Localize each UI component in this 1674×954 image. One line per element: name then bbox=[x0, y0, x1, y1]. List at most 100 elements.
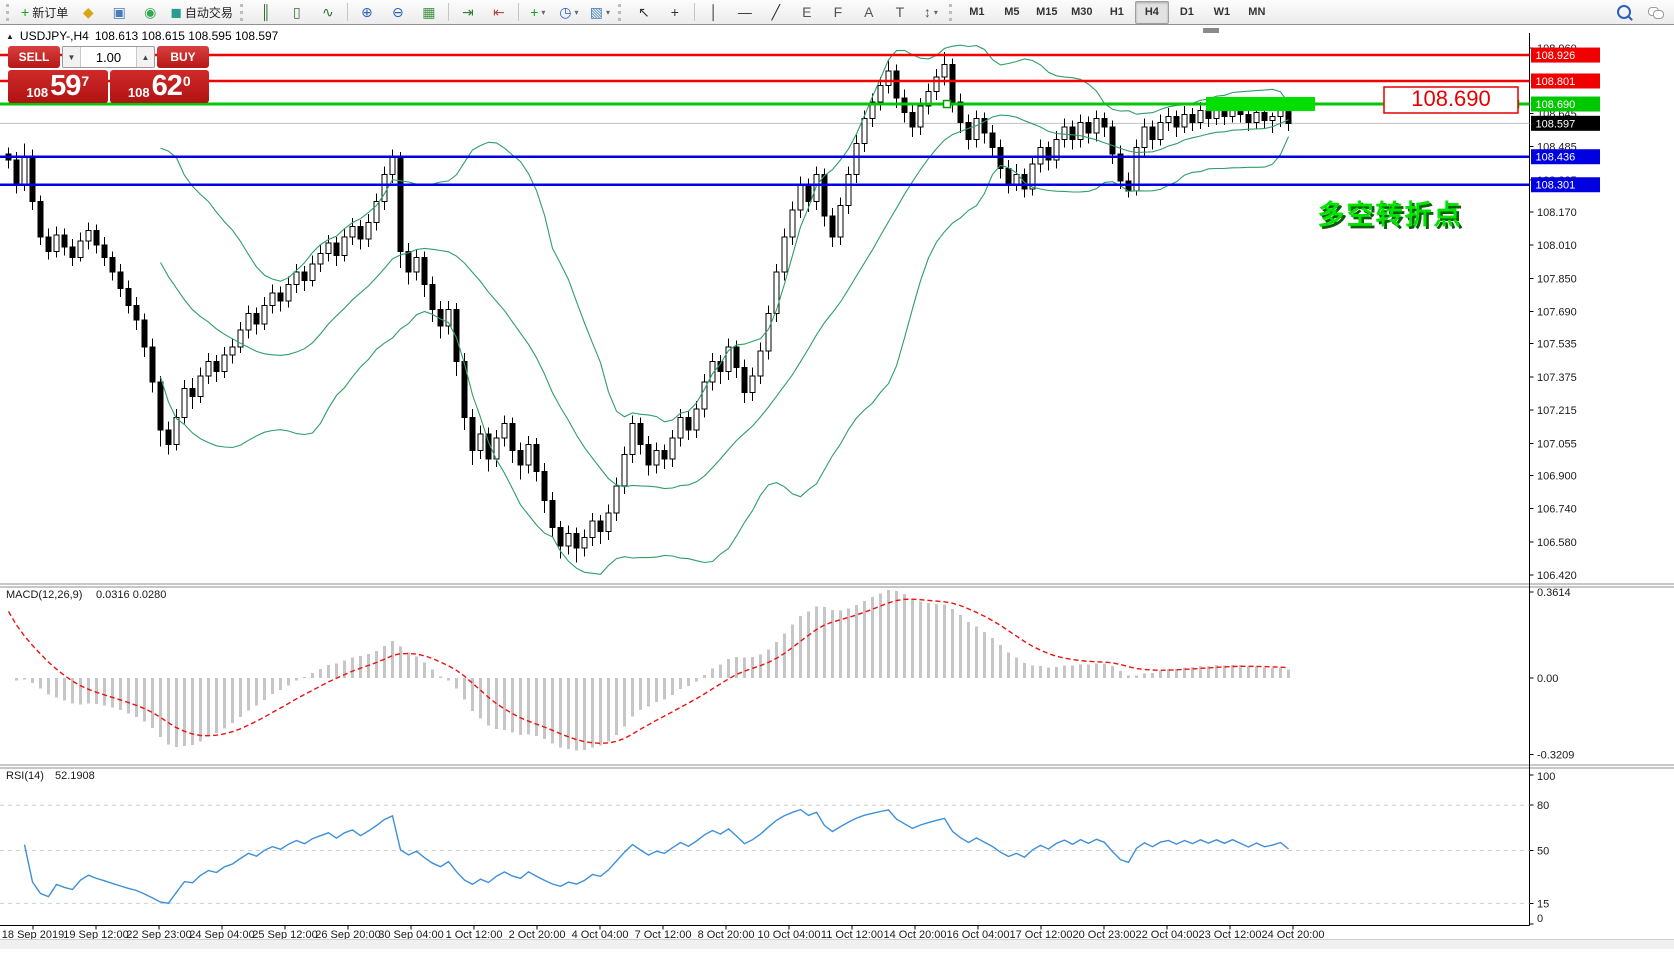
chart-window-icon: ◆ bbox=[82, 4, 94, 20]
buy-button[interactable]: BUY bbox=[157, 46, 209, 68]
candle bbox=[1141, 126, 1148, 149]
bollinger-middle bbox=[160, 114, 1289, 490]
cursor-icon: ↖ bbox=[637, 4, 650, 20]
timeframe-w1[interactable]: W1 bbox=[1213, 6, 1231, 18]
sell-button[interactable]: SELL bbox=[8, 46, 60, 68]
zoom-in-button[interactable]: ⊕ bbox=[352, 1, 382, 24]
candle bbox=[821, 174, 828, 217]
cursor-button[interactable]: ↖ bbox=[629, 1, 659, 24]
candle bbox=[581, 537, 588, 549]
collapse-triangle-icon[interactable]: ▲ bbox=[6, 31, 14, 41]
date-label: 23 Oct 12:00 bbox=[1199, 929, 1262, 941]
vertical-line-button[interactable]: │ bbox=[699, 1, 729, 24]
timeframe-h4[interactable]: H4 bbox=[1134, 0, 1169, 24]
candle bbox=[829, 215, 836, 238]
chat-button[interactable] bbox=[1640, 1, 1670, 24]
auto-scroll-button[interactable]: ⇥ bbox=[453, 1, 483, 24]
price-badges-layer: 108.926 108.801 108.690 108.436 108.301 108.5… bbox=[1531, 47, 1600, 193]
chart-title-bar: ▲ USDJPY-,H4 108.613 108.615 108.595 108… bbox=[6, 29, 278, 43]
candle bbox=[237, 329, 244, 348]
candle bbox=[757, 350, 764, 377]
chart-shift-button[interactable]: ⇤ bbox=[484, 1, 514, 24]
green-rectangle-object[interactable] bbox=[1206, 96, 1315, 112]
candle bbox=[621, 454, 628, 487]
tile-windows-button[interactable]: ▦ bbox=[414, 1, 444, 24]
periods-button[interactable]: ◷ ▾ bbox=[554, 1, 584, 24]
fibonacci-icon: F bbox=[833, 4, 843, 20]
candle bbox=[45, 236, 52, 252]
volume-increase-button[interactable]: ▲ bbox=[136, 47, 154, 67]
trendline-button[interactable]: ╱ bbox=[761, 1, 791, 24]
timeframe-m1[interactable]: M1 bbox=[969, 6, 985, 18]
candle bbox=[541, 470, 548, 501]
svg-text:52.1908: 52.1908 bbox=[55, 770, 95, 782]
svg-text:15: 15 bbox=[1537, 898, 1549, 910]
bar-chart-icon: ║ bbox=[260, 4, 271, 20]
svg-text:107.375: 107.375 bbox=[1537, 372, 1577, 384]
chat-icon bbox=[1647, 6, 1664, 19]
timeframe-h1[interactable]: H1 bbox=[1109, 6, 1124, 18]
level-lines-layer[interactable] bbox=[0, 53, 1530, 186]
crosshair-icon: + bbox=[670, 4, 679, 20]
price-callout[interactable]: 108.690 bbox=[1383, 86, 1519, 114]
candle bbox=[181, 387, 188, 418]
templates-button[interactable]: ▧ ▾ bbox=[585, 1, 615, 24]
search-button[interactable] bbox=[1609, 1, 1639, 24]
equidistant-channel-button[interactable]: E bbox=[792, 1, 822, 24]
arrows-caret-icon[interactable]: ▾ bbox=[933, 7, 938, 17]
candle bbox=[1085, 122, 1092, 134]
line-selection-handle[interactable] bbox=[942, 99, 952, 109]
arrows-button[interactable]: ↕ ▾ bbox=[916, 1, 946, 24]
text-button[interactable]: A bbox=[854, 1, 884, 24]
timeframe-m15[interactable]: M15 bbox=[1036, 6, 1058, 18]
date-label: 24 Oct 20:00 bbox=[1262, 929, 1325, 941]
fibonacci-button[interactable]: F bbox=[823, 1, 853, 24]
svg-text:108.010: 108.010 bbox=[1537, 240, 1577, 252]
timeframe-m30[interactable]: M30 bbox=[1071, 6, 1093, 18]
candle bbox=[13, 159, 20, 186]
chart-scroll-marker[interactable] bbox=[1203, 28, 1219, 33]
crosshair-button[interactable]: + bbox=[660, 1, 690, 24]
bar-chart-button[interactable]: ║ bbox=[251, 1, 281, 24]
text-label-button[interactable]: T bbox=[885, 1, 915, 24]
rsi-line bbox=[23, 808, 1289, 904]
candle bbox=[205, 360, 212, 377]
volume-input[interactable] bbox=[81, 47, 136, 67]
indicators-caret-icon[interactable]: ▾ bbox=[541, 7, 546, 17]
signals-button[interactable]: ◉ bbox=[135, 1, 165, 24]
zoom-out-button[interactable]: ⊖ bbox=[383, 1, 413, 24]
candle bbox=[197, 375, 204, 398]
buy-price-display[interactable]: 108 62 0 bbox=[109, 70, 209, 103]
sell-price-sup: 7 bbox=[81, 73, 90, 89]
candlestick-chart-button[interactable]: ▯ bbox=[282, 1, 312, 24]
sell-price-display[interactable]: 108 59 7 bbox=[8, 70, 108, 103]
new-order-button[interactable]: + 新订单 bbox=[17, 1, 72, 24]
autotrade-button[interactable]: ◼ 自动交易 bbox=[166, 1, 237, 24]
horizontal-line-button[interactable]: — bbox=[730, 1, 760, 24]
candle bbox=[69, 246, 76, 259]
volume-decrease-button[interactable]: ▼ bbox=[63, 47, 81, 67]
date-label: 16 Oct 04:00 bbox=[947, 929, 1010, 941]
timeframe-mn[interactable]: MN bbox=[1248, 6, 1266, 18]
candle bbox=[141, 319, 148, 348]
svg-text:100: 100 bbox=[1537, 771, 1555, 783]
candle bbox=[637, 423, 644, 445]
chart-window-button[interactable]: ◆ bbox=[73, 1, 103, 24]
candle bbox=[133, 304, 140, 321]
candle bbox=[165, 429, 172, 445]
date-label: 22 Oct 04:00 bbox=[1136, 929, 1199, 941]
candle bbox=[741, 367, 748, 393]
periods-caret-icon[interactable]: ▾ bbox=[574, 7, 579, 17]
svg-text:多空转折点: 多空转折点 bbox=[1318, 199, 1463, 230]
candle bbox=[373, 201, 380, 223]
line-chart-button[interactable]: ∿ bbox=[313, 1, 343, 24]
timeframe-d1[interactable]: D1 bbox=[1179, 6, 1194, 18]
templates-caret-icon[interactable]: ▾ bbox=[605, 7, 610, 17]
timeframe-m5[interactable]: M5 bbox=[1004, 6, 1020, 18]
candle bbox=[357, 225, 364, 240]
profile-button[interactable]: ▣ bbox=[104, 1, 134, 24]
indicators-button[interactable]: + ▾ bbox=[523, 1, 553, 24]
